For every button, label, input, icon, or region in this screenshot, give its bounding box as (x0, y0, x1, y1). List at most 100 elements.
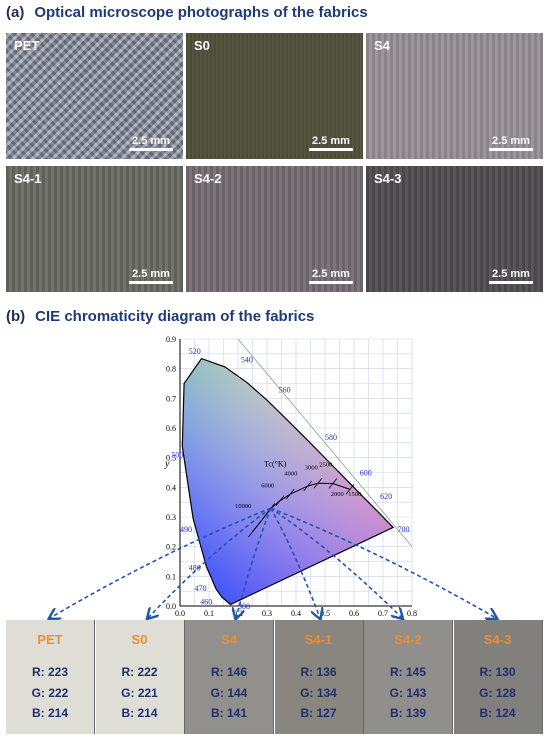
wavelength-label: 620 (380, 492, 392, 501)
wavelength-label: 480 (189, 563, 201, 572)
diagonal-line (237, 338, 413, 547)
micrograph-label: S4-3 (374, 171, 402, 186)
swatch-r-value: R: 136 (300, 665, 337, 679)
x-tick-label: 0.8 (407, 609, 417, 618)
y-tick-label: 0.4 (166, 483, 176, 492)
micrograph-s4: S4 2.5 mm (366, 33, 543, 159)
wavelength-label: 600 (360, 468, 372, 477)
tc-tick-label: 4000 (284, 470, 297, 477)
pointer-arrows (50, 507, 496, 618)
swatch-s4: S4 R: 146 G: 144 B: 141 (185, 620, 274, 734)
scale-bar: 2.5 mm (309, 268, 353, 284)
diagram-grid (179, 338, 413, 607)
panel-b-heading: (b) CIE chromaticity diagram of the fabri… (6, 308, 314, 325)
panel-a-title: Optical microscope photographs of the fa… (34, 4, 368, 21)
swatch-name: S4-1 (304, 632, 333, 647)
panel-a-letter: (a) (6, 4, 25, 21)
swatch-r-value: R: 145 (389, 665, 427, 679)
spectral-locus (181, 357, 395, 606)
swatch-r-value: R: 146 (210, 665, 248, 679)
wavelength-label: 580 (325, 433, 337, 442)
y-tick-label: 0.5 (166, 454, 176, 463)
micrograph-s0: S0 2.5 mm (186, 33, 363, 159)
y-tick-label: 0.8 (166, 365, 176, 374)
swatch-g-value: G: 134 (300, 686, 337, 700)
swatch-pet: PET R: 223 G: 222 B: 214 (6, 620, 95, 734)
wavelength-label: 490 (180, 525, 192, 534)
pointer-arrow (270, 507, 496, 618)
swatch-b-value: B: 214 (31, 706, 69, 720)
wavelength-label: 460 (200, 598, 212, 607)
swatch-s4-1: S4-1 R: 136 G: 134 B: 127 (274, 620, 364, 734)
tc-tick-label: 3000 (305, 465, 318, 472)
swatch-name: S0 (131, 632, 148, 647)
micrograph-s4-2: S4-2 2.5 mm (186, 166, 363, 292)
tc-label: Tc(°K) (264, 460, 287, 469)
swatch-name: S4-2 (394, 632, 422, 647)
x-tick-label: 0.5 (320, 609, 330, 618)
y-tick-label: 0.2 (166, 543, 176, 552)
panel-b-title: CIE chromaticity diagram of the fabrics (35, 308, 315, 325)
swatch-s0: S0 R: 222 G: 221 B: 214 (95, 620, 185, 734)
scale-bar: 2.5 mm (129, 268, 173, 284)
y-tick-label: 0.3 (166, 513, 176, 522)
x-tick-label: 0.7 (378, 609, 388, 618)
x-tick-label: 0.1 (204, 609, 214, 618)
scale-bar: 2.5 mm (309, 135, 353, 151)
swatch-r-value: R: 130 (479, 665, 516, 679)
micrograph-label: S4-2 (194, 171, 222, 186)
scale-bar: 2.5 mm (489, 268, 533, 284)
diagram-axes: 0.0 0.1 0.2 0.3 0.4 0.5 0.6 0.7 0.8 0.0 0.1 0.2 0.3 0… (164, 335, 417, 618)
pointer-arrow (50, 507, 272, 618)
y-tick-label: 0.0 (166, 602, 176, 611)
swatch-s4-3: S4-3 R: 130 G: 128 B: 124 (453, 620, 543, 734)
panel-b-letter: (b) (6, 308, 26, 325)
swatch-g-value: G: 143 (389, 686, 427, 700)
micrograph-label: S4 (374, 38, 390, 53)
y-axis-label: y (164, 459, 170, 470)
pointer-arrow (270, 507, 320, 618)
swatch-g-value: G: 222 (31, 686, 69, 700)
tc-tick-label: 1500 (348, 491, 361, 498)
swatch-g-value: G: 128 (479, 686, 516, 700)
wavelength-label: 700 (398, 525, 410, 534)
tc-tick-label: 6000 (261, 482, 274, 489)
gamut-fill (182, 358, 394, 605)
swatch-g-value: G: 221 (121, 686, 158, 700)
pointer-arrow (148, 507, 272, 618)
micrograph-label: S0 (194, 38, 210, 53)
swatch-name: S4 (221, 632, 237, 647)
swatch-s4-2: S4-2 R: 145 G: 143 B: 139 (364, 620, 453, 734)
swatch-r-value: R: 223 (31, 665, 69, 679)
scale-bar: 2.5 mm (129, 135, 173, 151)
scale-bar: 2.5 mm (489, 135, 533, 151)
swatch-g-value: G: 144 (210, 686, 248, 700)
micrograph-label: PET (14, 38, 40, 53)
tc-tick-label: 2500 (319, 462, 332, 469)
pointer-arrow (270, 507, 402, 618)
tc-tick-label: 2000 (331, 491, 344, 498)
micrograph-pet: PET 2.5 mm (6, 33, 183, 159)
wavelength-label: 560 (279, 385, 291, 394)
planckian-locus: Tc(°K) 10000 6000 4000 3000 2500 2000 1500 (235, 460, 361, 538)
swatch-b-value: B: 214 (121, 706, 158, 720)
y-tick-label: 0.1 (166, 572, 176, 581)
wavelength-label: 520 (189, 347, 201, 356)
wavelength-label: 500 (171, 451, 183, 460)
micrograph-label: S4-1 (14, 171, 42, 186)
tc-tick-label: 10000 (235, 503, 251, 510)
x-tick-label: 0.6 (349, 609, 359, 618)
wavelength-label: 470 (195, 584, 207, 593)
micrograph-s4-3: S4-3 2.5 mm (366, 166, 543, 292)
y-tick-label: 0.6 (166, 424, 176, 433)
wavelength-label: 540 (241, 356, 253, 365)
swatch-name: PET (37, 632, 63, 647)
swatch-b-value: B: 127 (300, 706, 337, 720)
x-tick-label: 0.2 (233, 609, 243, 618)
micrograph-s4-1: S4-1 2.5 mm (6, 166, 183, 292)
swatch-r-value: R: 222 (121, 665, 158, 679)
x-tick-label: 0.3 (262, 609, 272, 618)
x-tick-label: 0.4 (291, 609, 301, 618)
x-tick-label: 0.0 (175, 609, 185, 618)
swatch-b-value: B: 141 (210, 706, 248, 720)
